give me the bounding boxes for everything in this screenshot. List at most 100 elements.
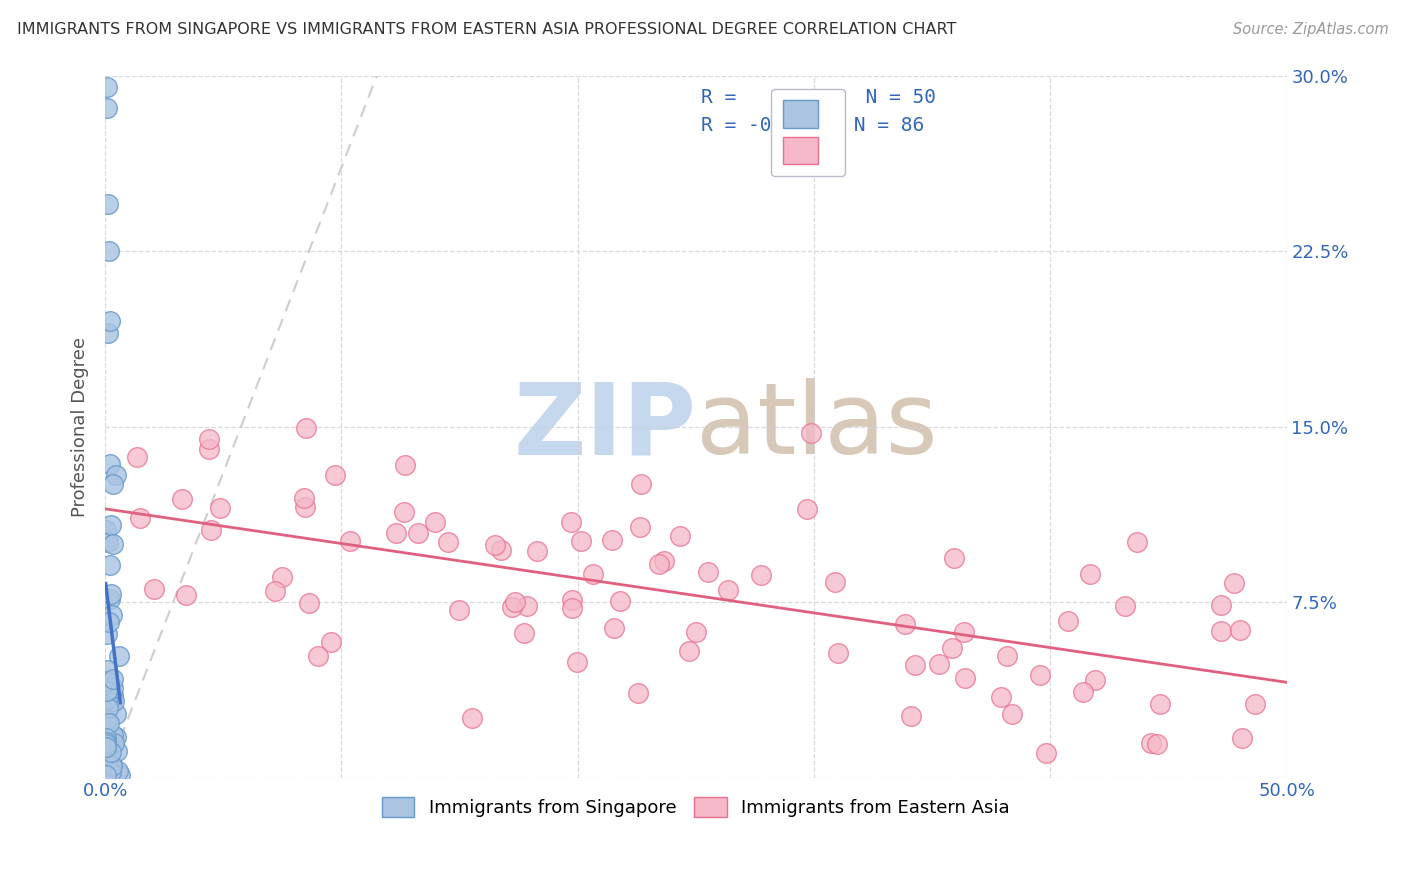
Point	[630, 476, 652, 491]
Point	[796, 502, 818, 516]
Point	[98, 558, 121, 572]
Point	[100, 745, 122, 759]
Point	[1140, 736, 1163, 750]
Point	[953, 625, 976, 640]
Point	[904, 658, 927, 673]
Point	[94, 768, 117, 782]
Point	[96, 731, 118, 745]
Point	[128, 511, 150, 525]
Y-axis label: Professional Degree: Professional Degree	[72, 336, 89, 516]
Point	[339, 534, 361, 549]
Point	[98, 715, 121, 730]
Point	[98, 457, 121, 471]
Point	[627, 686, 650, 700]
Point	[105, 744, 128, 758]
Point	[1244, 697, 1267, 711]
Point	[1001, 707, 1024, 722]
Point	[292, 491, 315, 505]
Point	[1078, 566, 1101, 581]
Point	[385, 525, 408, 540]
Point	[561, 593, 583, 607]
Point	[100, 517, 122, 532]
Point	[105, 706, 128, 721]
Point	[685, 624, 707, 639]
Point	[107, 764, 129, 778]
Point	[108, 649, 131, 664]
Point	[127, 450, 149, 465]
Point	[96, 80, 118, 95]
Point	[94, 735, 117, 749]
Point	[560, 515, 582, 529]
Point	[628, 520, 651, 534]
Point	[321, 634, 343, 648]
Point	[94, 740, 117, 755]
Point	[96, 739, 118, 753]
Point	[1229, 623, 1251, 637]
Point	[197, 432, 219, 446]
Point	[209, 500, 232, 515]
Point	[955, 671, 977, 685]
Text: Source: ZipAtlas.com: Source: ZipAtlas.com	[1233, 22, 1389, 37]
Point	[1223, 576, 1246, 591]
Point	[96, 664, 118, 678]
Point	[603, 621, 626, 635]
Point	[561, 600, 583, 615]
Point	[505, 595, 527, 609]
Point	[1035, 746, 1057, 760]
Point	[97, 701, 120, 715]
Point	[103, 736, 125, 750]
Point	[513, 626, 536, 640]
Point	[489, 542, 512, 557]
Point	[928, 657, 950, 672]
Point	[648, 557, 671, 571]
Point	[101, 607, 124, 622]
Point	[1071, 685, 1094, 699]
Point	[96, 524, 118, 538]
Point	[94, 747, 117, 761]
Point	[565, 655, 588, 669]
Point	[460, 711, 482, 725]
Point	[110, 768, 132, 782]
Point	[569, 534, 592, 549]
Point	[98, 592, 121, 607]
Point	[98, 615, 121, 630]
Point	[696, 566, 718, 580]
Point	[105, 468, 128, 483]
Point	[96, 673, 118, 688]
Text: R =   0.131   N = 50: R = 0.131 N = 50	[700, 88, 935, 107]
Point	[94, 736, 117, 750]
Point	[1230, 731, 1253, 746]
Point	[516, 599, 538, 613]
Point	[200, 524, 222, 538]
Point	[1209, 624, 1232, 639]
Point	[294, 500, 316, 514]
Point	[501, 599, 523, 614]
Point	[484, 538, 506, 552]
Point	[526, 543, 548, 558]
Point	[271, 569, 294, 583]
Point	[101, 681, 124, 695]
Text: IMMIGRANTS FROM SINGAPORE VS IMMIGRANTS FROM EASTERN ASIA PROFESSIONAL DEGREE CO: IMMIGRANTS FROM SINGAPORE VS IMMIGRANTS …	[17, 22, 956, 37]
Point	[678, 643, 700, 657]
Point	[97, 326, 120, 340]
Point	[98, 314, 121, 328]
Point	[447, 603, 470, 617]
Point	[307, 648, 329, 663]
Point	[96, 683, 118, 698]
Point	[264, 584, 287, 599]
Point	[669, 529, 692, 543]
Text: atlas: atlas	[696, 378, 938, 475]
Point	[827, 647, 849, 661]
Point	[170, 491, 193, 506]
Point	[101, 758, 124, 772]
Point	[96, 101, 118, 115]
Point	[408, 526, 430, 541]
Point	[1209, 599, 1232, 613]
Point	[1146, 737, 1168, 751]
Point	[100, 586, 122, 600]
Point	[425, 515, 447, 529]
Point	[609, 594, 631, 608]
Point	[602, 533, 624, 547]
Point	[990, 690, 1012, 705]
Point	[437, 534, 460, 549]
